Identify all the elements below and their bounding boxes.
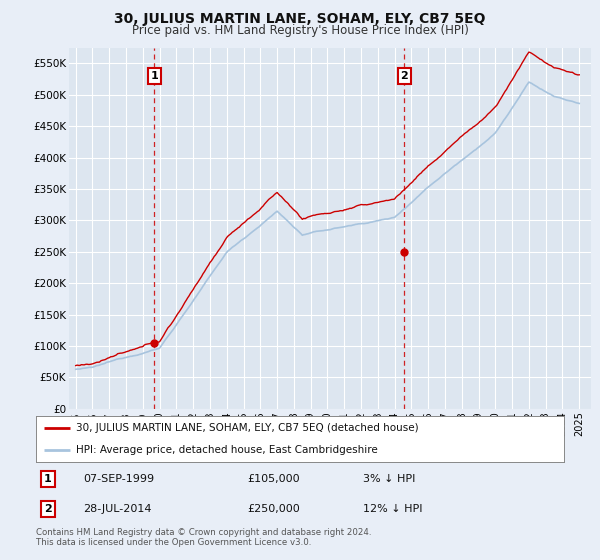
Text: Price paid vs. HM Land Registry's House Price Index (HPI): Price paid vs. HM Land Registry's House …	[131, 24, 469, 36]
Text: 1: 1	[44, 474, 52, 484]
Text: 07-SEP-1999: 07-SEP-1999	[83, 474, 155, 484]
Text: 2: 2	[400, 71, 408, 81]
Text: 30, JULIUS MARTIN LANE, SOHAM, ELY, CB7 5EQ (detached house): 30, JULIUS MARTIN LANE, SOHAM, ELY, CB7 …	[76, 423, 418, 433]
Text: £105,000: £105,000	[247, 474, 300, 484]
Text: 1: 1	[151, 71, 158, 81]
Text: HPI: Average price, detached house, East Cambridgeshire: HPI: Average price, detached house, East…	[76, 445, 377, 455]
Text: 2: 2	[44, 504, 52, 514]
Text: 30, JULIUS MARTIN LANE, SOHAM, ELY, CB7 5EQ: 30, JULIUS MARTIN LANE, SOHAM, ELY, CB7 …	[114, 12, 486, 26]
Text: 3% ↓ HPI: 3% ↓ HPI	[364, 474, 416, 484]
Text: 28-JUL-2014: 28-JUL-2014	[83, 504, 152, 514]
Text: £250,000: £250,000	[247, 504, 300, 514]
Text: Contains HM Land Registry data © Crown copyright and database right 2024.
This d: Contains HM Land Registry data © Crown c…	[36, 528, 371, 547]
Text: 12% ↓ HPI: 12% ↓ HPI	[364, 504, 423, 514]
